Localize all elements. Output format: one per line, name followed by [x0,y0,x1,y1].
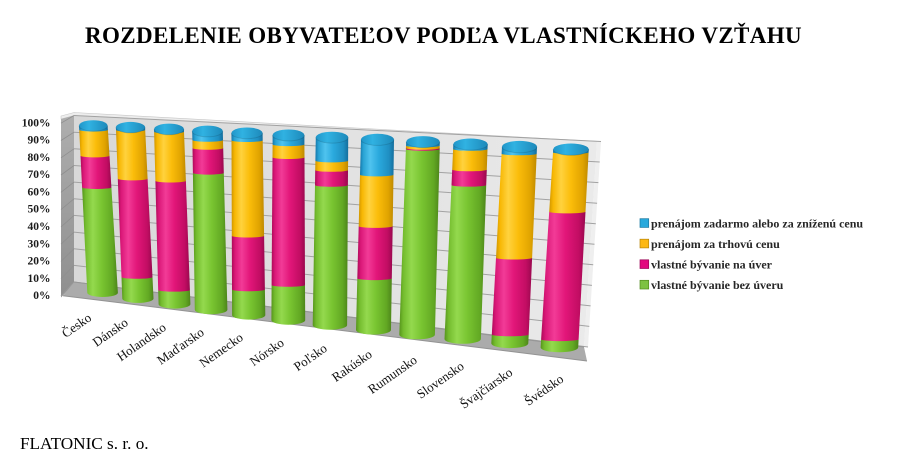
svg-text:70%: 70% [28,169,51,181]
svg-text:20%: 20% [28,256,51,268]
svg-text:40%: 40% [28,221,51,233]
svg-text:30%: 30% [28,238,51,250]
svg-text:0%: 0% [33,290,50,302]
svg-text:ROZDELENIE OBYVATEĽOV PODĽA VL: ROZDELENIE OBYVATEĽOV PODĽA VLASTNÍCKEHO… [85,22,802,48]
svg-text:prenájom za trhovú cenu: prenájom za trhovú cenu [651,237,780,251]
svg-text:vlastné bývanie na úver: vlastné bývanie na úver [651,258,773,272]
svg-text:90%: 90% [28,135,51,147]
svg-text:prenájom zadarmo alebo za zníž: prenájom zadarmo alebo za zníženú cenu [651,216,863,230]
svg-text:vlastné bývanie bez úveru: vlastné bývanie bez úveru [651,278,784,292]
svg-text:80%: 80% [28,152,51,164]
svg-text:10%: 10% [28,273,51,285]
svg-text:50%: 50% [28,204,51,216]
svg-text:FLATONIC s. r. o.: FLATONIC s. r. o. [20,434,149,453]
svg-text:100%: 100% [22,117,51,129]
svg-text:60%: 60% [28,186,51,198]
